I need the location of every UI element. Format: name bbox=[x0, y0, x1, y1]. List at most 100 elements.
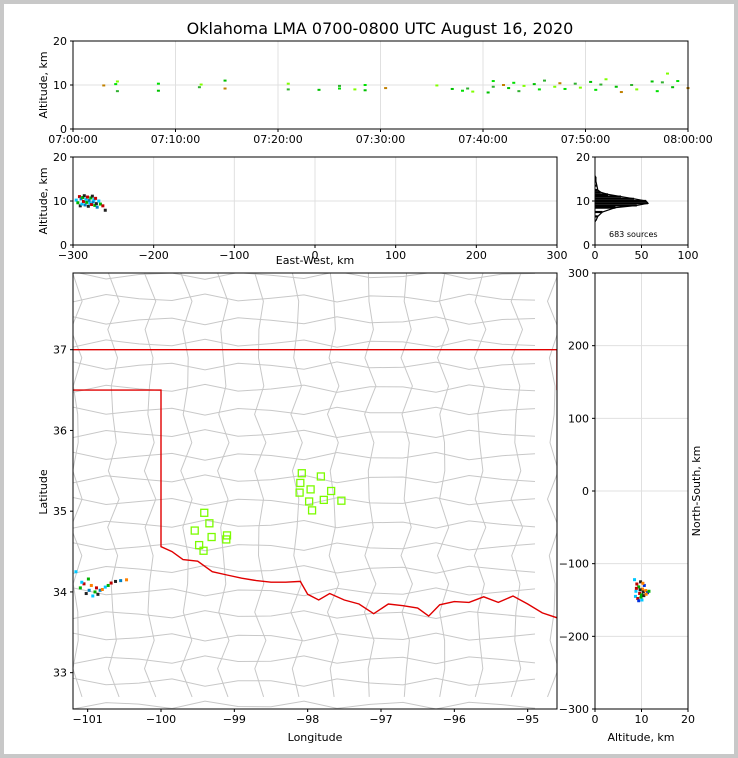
station-marker bbox=[296, 478, 305, 488]
county-line bbox=[73, 677, 536, 687]
plan-view-map-panel: −101 −100 −99 −98 −97 −96 −95 33 34 35 36 37 Longi… bbox=[37, 272, 558, 744]
time-altitude-point bbox=[543, 79, 546, 82]
time-altitude-point bbox=[223, 79, 227, 82]
east-west-point bbox=[91, 200, 95, 204]
east-west-point bbox=[98, 202, 102, 206]
station-marker bbox=[200, 508, 209, 517]
time-altitude-point bbox=[650, 80, 654, 83]
east-west-point bbox=[77, 195, 81, 199]
plan-view-point bbox=[87, 588, 91, 592]
county-line bbox=[73, 519, 536, 529]
plan-view-point bbox=[94, 586, 98, 590]
map-x-ticks: −101 −100 −99 −98 −97 −96 −95 bbox=[73, 709, 539, 726]
station-marker bbox=[190, 526, 199, 535]
figure: Oklahoma LMA 0700-0800 UTC August 16, 20… bbox=[4, 4, 734, 754]
north-south-point bbox=[633, 578, 637, 582]
time-altitude-point bbox=[197, 86, 201, 89]
plan-view-points bbox=[74, 570, 129, 598]
north-south-point bbox=[641, 590, 645, 594]
east-west-point bbox=[94, 196, 98, 200]
east-west-point bbox=[78, 204, 82, 208]
station-marker bbox=[326, 486, 336, 496]
north-south-point bbox=[639, 580, 643, 584]
station-marker bbox=[319, 495, 328, 505]
x-tick-label: 300 bbox=[547, 249, 568, 262]
north-south-grid bbox=[594, 272, 689, 710]
plan-view-point bbox=[125, 578, 129, 582]
y-tick-label: 10 bbox=[576, 195, 590, 208]
plan-view-point bbox=[86, 577, 90, 581]
plan-view-point bbox=[114, 579, 118, 583]
x-tick-label: 07:20:00 bbox=[253, 133, 302, 146]
x-tick-label: 100 bbox=[678, 249, 699, 262]
y-tick-label: 34 bbox=[53, 586, 67, 599]
east-west-point bbox=[90, 194, 94, 198]
lma-stations bbox=[190, 469, 346, 555]
y-tick-label: −200 bbox=[559, 630, 589, 643]
county-line bbox=[473, 273, 487, 698]
lma-figure: Oklahoma LMA 0700-0800 UTC August 16, 20… bbox=[37, 19, 713, 744]
east-west-point bbox=[85, 200, 89, 204]
time-altitude-point bbox=[578, 86, 582, 89]
x-tick-label: 20 bbox=[681, 713, 695, 726]
altitude-histogram-panel: 0 50 100 0 10 20 683 sources bbox=[576, 151, 699, 262]
time-altitude-point bbox=[353, 88, 357, 91]
east-west-point bbox=[93, 203, 97, 207]
sources-annotation: 683 sources bbox=[609, 230, 658, 239]
y-tick-label: 36 bbox=[53, 424, 67, 437]
north-south-point bbox=[642, 594, 646, 598]
east-west-y-ticks: 0 10 20 bbox=[53, 151, 73, 252]
east-west-altitude-panel: −300 −200 −100 0 100 200 300 0 10 20 Altitude, k… bbox=[37, 151, 568, 267]
county-line bbox=[546, 273, 557, 698]
plan-view-point bbox=[82, 582, 86, 586]
y-tick-label: 0 bbox=[60, 239, 67, 252]
x-tick-label: −300 bbox=[58, 249, 88, 262]
east-west-point bbox=[81, 195, 85, 199]
county-line bbox=[73, 361, 536, 371]
station-marker bbox=[316, 472, 326, 481]
north-south-point bbox=[641, 581, 645, 585]
histogram-x-ticks: 0 50 100 bbox=[592, 245, 699, 262]
plan-view-point bbox=[91, 594, 95, 598]
county-line bbox=[73, 429, 536, 439]
histogram-curve bbox=[595, 176, 650, 222]
plan-view-point bbox=[119, 579, 123, 583]
time-altitude-point bbox=[676, 80, 680, 83]
time-altitude-point bbox=[599, 83, 603, 86]
x-tick-label: 100 bbox=[385, 249, 406, 262]
time-altitude-point bbox=[594, 88, 598, 91]
station-marker bbox=[222, 535, 231, 544]
station-marker bbox=[194, 540, 204, 550]
y-tick-label: 0 bbox=[582, 485, 589, 498]
map-ylabel: Latitude bbox=[37, 469, 50, 515]
time-altitude-point bbox=[491, 85, 495, 88]
time-altitude-point bbox=[563, 87, 567, 90]
x-tick-label: −100 bbox=[146, 713, 176, 726]
time-altitude-ylabel: Altitude, km bbox=[37, 51, 50, 118]
east-west-xlabel: East-West, km bbox=[276, 254, 354, 267]
east-west-point bbox=[86, 204, 90, 208]
plan-view-point bbox=[100, 588, 104, 592]
time-altitude-point bbox=[671, 86, 675, 89]
time-altitude-point bbox=[435, 84, 439, 87]
plan-view-point bbox=[103, 585, 107, 589]
county-line bbox=[73, 273, 536, 280]
north-south-xlabel: Altitude, km bbox=[607, 731, 674, 744]
x-tick-label: −97 bbox=[369, 713, 392, 726]
east-west-point bbox=[76, 201, 80, 205]
county-line bbox=[73, 655, 536, 665]
station-marker bbox=[207, 532, 216, 542]
time-altitude-point bbox=[450, 87, 454, 90]
y-tick-label: 200 bbox=[568, 340, 589, 353]
time-altitude-point bbox=[384, 87, 388, 90]
x-tick-label: −98 bbox=[296, 713, 319, 726]
y-tick-label: 10 bbox=[53, 79, 67, 92]
north-south-point bbox=[638, 588, 642, 592]
county-line bbox=[180, 273, 193, 698]
county-line bbox=[363, 273, 377, 697]
station-marker bbox=[306, 485, 315, 494]
plan-view-point bbox=[106, 583, 110, 587]
east-west-point bbox=[81, 199, 85, 203]
county-line bbox=[73, 293, 536, 303]
county-line bbox=[73, 338, 536, 348]
